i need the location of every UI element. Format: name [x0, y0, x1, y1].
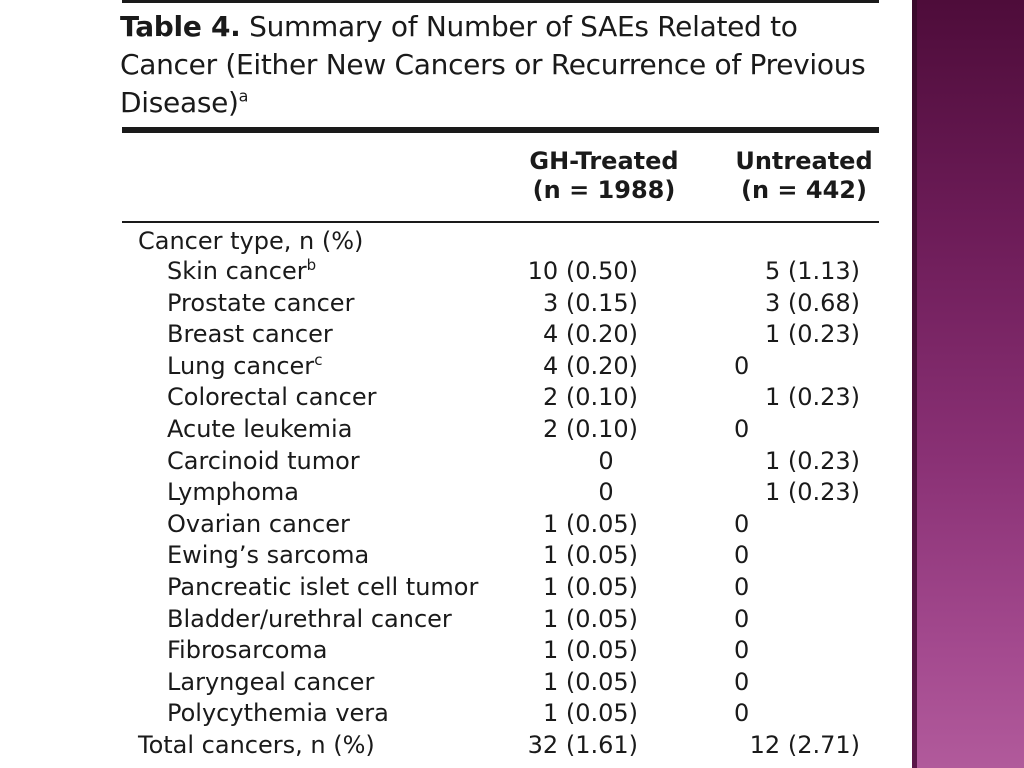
row-label-text: Polycythemia vera — [167, 699, 389, 727]
table-row: Carcinoid tumor 0 1 (0.23) — [0, 446, 912, 477]
table-row: Prostate cancer 3 (0.15) 3 (0.68) — [0, 288, 912, 319]
row-label: Bladder/urethral cancer — [167, 604, 452, 635]
table-row: Laryngeal cancer 1 (0.05) 0 — [0, 667, 912, 698]
cell-untreated: 1 (0.23) — [764, 383, 860, 411]
cell-gh-treated: 1 (0.05) — [542, 510, 638, 538]
table-row: Bladder/urethral cancer 1 (0.05) 0 — [0, 604, 912, 635]
row-label-text: Breast cancer — [167, 320, 333, 348]
cell-gh-treated: 10 (0.50) — [527, 257, 638, 285]
row-label-text: Pancreatic islet cell tumor — [167, 573, 479, 601]
cell-untreated: 3 (0.68) — [764, 289, 860, 317]
side-band-edge — [912, 0, 917, 768]
total-untreated: 12 (2.71) — [749, 731, 860, 759]
cell-untreated: 1 (0.23) — [764, 320, 860, 348]
total-row: Total cancers, n (%) 32 (1.61) 12 (2.71) — [0, 730, 912, 761]
table-row: Skin cancerb 10 (0.50) 5 (1.13) — [0, 256, 912, 287]
row-label: Prostate cancer — [167, 288, 354, 319]
cell-untreated: 0 — [734, 573, 750, 601]
row-label: Ewing’s sarcoma — [167, 540, 369, 571]
row-label-text: Skin cancer — [167, 257, 307, 285]
group-label: Cancer type, n (%) — [138, 227, 364, 255]
cell-gh-treated: 3 (0.15) — [542, 289, 638, 317]
table-row: Colorectal cancer 2 (0.10) 1 (0.23) — [0, 382, 912, 413]
cell-untreated: 0 — [734, 605, 750, 633]
title-footnote-marker: a — [238, 86, 249, 106]
table-row: Breast cancer 4 (0.20) 1 (0.23) — [0, 319, 912, 350]
row-label-text: Lung cancer — [167, 352, 315, 380]
cell-gh-treated: 4 (0.20) — [542, 320, 638, 348]
cell-gh-treated: 0 — [598, 478, 614, 506]
cell-gh-treated: 2 (0.10) — [542, 415, 638, 443]
table-row: Lung cancerc 4 (0.20) 0 — [0, 351, 912, 382]
table-row: Acute leukemia 2 (0.10) 0 — [0, 414, 912, 445]
row-label: Carcinoid tumor — [167, 446, 360, 477]
table-title-text: Summary of Number of SAEs Related to Can… — [120, 10, 866, 119]
row-label: Polycythemia vera — [167, 698, 389, 729]
cell-untreated: 5 (1.13) — [764, 257, 860, 285]
cell-untreated: 0 — [734, 541, 750, 569]
cell-untreated: 0 — [734, 699, 750, 727]
cell-gh-treated: 1 (0.05) — [542, 605, 638, 633]
column-header-n: (n = 1988) — [532, 176, 676, 204]
top-rule — [122, 0, 879, 3]
cell-gh-treated: 1 (0.05) — [542, 699, 638, 727]
table-row: Pancreatic islet cell tumor 1 (0.05) 0 — [0, 572, 912, 603]
footnote-marker: b — [306, 256, 317, 274]
table-title: Table 4. Summary of Number of SAEs Relat… — [120, 8, 890, 122]
cell-gh-treated: 1 (0.05) — [542, 636, 638, 664]
cell-untreated: 1 (0.23) — [764, 447, 860, 475]
cell-untreated: 0 — [734, 636, 750, 664]
row-label: Laryngeal cancer — [167, 667, 374, 698]
cell-gh-treated: 1 (0.05) — [542, 541, 638, 569]
table-row: Lymphoma 0 1 (0.23) — [0, 477, 912, 508]
row-label-text: Fibrosarcoma — [167, 636, 328, 664]
row-label: Skin cancerb — [167, 256, 316, 287]
cell-gh-treated: 1 (0.05) — [542, 573, 638, 601]
row-label: Fibrosarcoma — [167, 635, 328, 666]
row-label-text: Carcinoid tumor — [167, 447, 360, 475]
cell-gh-treated: 0 — [598, 447, 614, 475]
row-label-text: Ovarian cancer — [167, 510, 350, 538]
row-label-text: Lymphoma — [167, 478, 299, 506]
column-header-gh-treated: GH-Treated (n = 1988) — [512, 147, 696, 205]
group-row: Cancer type, n (%) — [0, 226, 912, 257]
decorative-side-band — [912, 0, 1024, 768]
footnote-marker: c — [314, 351, 323, 369]
cell-untreated: 0 — [734, 668, 750, 696]
row-label: Lymphoma — [167, 477, 299, 508]
row-label: Breast cancer — [167, 319, 333, 350]
table-row: Ewing’s sarcoma 1 (0.05) 0 — [0, 540, 912, 571]
row-label-text: Ewing’s sarcoma — [167, 541, 370, 569]
row-label: Colorectal cancer — [167, 382, 376, 413]
row-label: Ovarian cancer — [167, 509, 350, 540]
row-label-text: Colorectal cancer — [167, 383, 377, 411]
total-label: Total cancers, n (%) — [138, 731, 375, 759]
cell-untreated: 0 — [734, 352, 750, 380]
row-label-text: Acute leukemia — [167, 415, 353, 443]
cell-gh-treated: 2 (0.10) — [542, 383, 638, 411]
cell-gh-treated: 4 (0.20) — [542, 352, 638, 380]
total-gh-treated: 32 (1.61) — [527, 731, 638, 759]
cell-gh-treated: 1 (0.05) — [542, 668, 638, 696]
row-label: Pancreatic islet cell tumor — [167, 572, 478, 603]
cell-untreated: 0 — [734, 415, 750, 443]
row-label-text: Bladder/urethral cancer — [167, 605, 452, 633]
row-label-text: Prostate cancer — [167, 289, 355, 317]
column-header-label: GH-Treated — [529, 147, 679, 175]
row-label: Acute leukemia — [167, 414, 352, 445]
column-header-untreated: Untreated (n = 442) — [716, 147, 892, 205]
table-row: Polycythemia vera 1 (0.05) 0 — [0, 698, 912, 729]
column-header-label: Untreated — [735, 147, 873, 175]
row-label-text: Laryngeal cancer — [167, 668, 375, 696]
cell-untreated: 1 (0.23) — [764, 478, 860, 506]
header-rule-heavy — [122, 127, 879, 133]
row-label: Lung cancerc — [167, 351, 322, 382]
table-row: Ovarian cancer 1 (0.05) 0 — [0, 509, 912, 540]
table-row: Fibrosarcoma 1 (0.05) 0 — [0, 635, 912, 666]
cell-untreated: 0 — [734, 510, 750, 538]
table-number: Table 4. — [120, 10, 241, 43]
column-header-n: (n = 442) — [741, 176, 867, 204]
header-rule-thin — [122, 221, 879, 223]
